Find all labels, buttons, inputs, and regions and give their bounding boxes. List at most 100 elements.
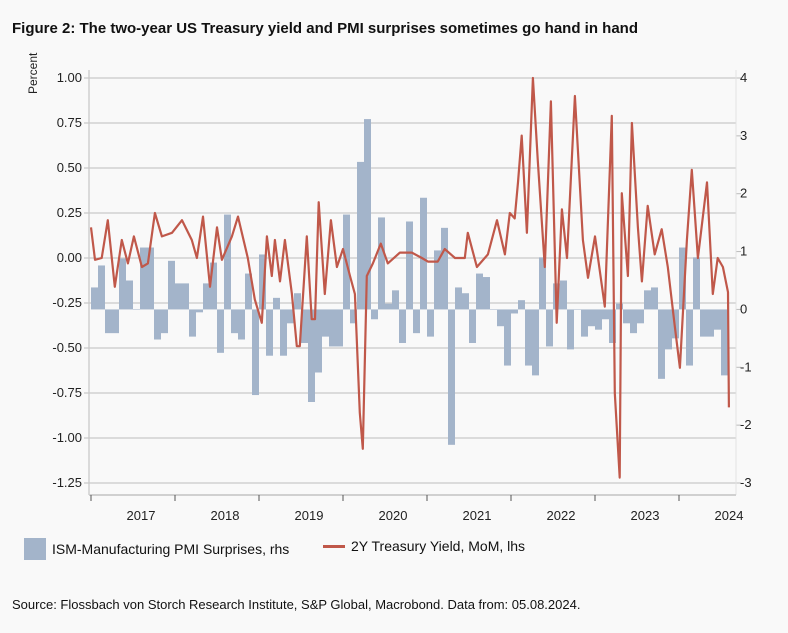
pmi-bar xyxy=(630,309,637,334)
pmi-bar xyxy=(455,287,462,310)
pmi-bar xyxy=(287,309,294,324)
legend-label-yield: 2Y Treasury Yield, MoM, lhs xyxy=(351,538,526,554)
pmi-bar xyxy=(322,309,329,337)
left-tick-label: 0.25 xyxy=(57,205,82,220)
right-tick-label: 4 xyxy=(740,70,747,85)
pmi-bar xyxy=(112,309,119,334)
pmi-bar xyxy=(203,283,210,310)
pmi-bar xyxy=(364,119,371,310)
pmi-bar xyxy=(707,309,714,337)
pmi-bar xyxy=(539,257,546,310)
pmi-bar xyxy=(574,309,581,310)
pmi-bar xyxy=(721,309,728,376)
left-tick-label: -0.25 xyxy=(52,295,82,310)
pmi-bar xyxy=(231,309,238,334)
pmi-bar xyxy=(266,309,273,356)
pmi-bar xyxy=(518,300,525,310)
x-tick-label: 2019 xyxy=(295,508,324,523)
pmi-bar xyxy=(525,309,532,366)
pmi-bar xyxy=(308,309,315,402)
legend-swatch-line xyxy=(323,544,345,548)
pmi-bar xyxy=(301,309,308,343)
pmi-bar xyxy=(210,262,217,310)
pmi-bar xyxy=(182,283,189,310)
left-tick-label: 0.75 xyxy=(57,115,82,130)
x-tick-label: 2022 xyxy=(547,508,576,523)
pmi-bar xyxy=(497,309,504,327)
left-tick-label: -1.00 xyxy=(52,430,82,445)
pmi-bar xyxy=(623,309,630,324)
right-tick-label: 1 xyxy=(740,244,747,259)
pmi-bar xyxy=(315,309,322,373)
pmi-bar xyxy=(350,309,357,324)
axes: 1.00 0.75 0.50 0.25 0.00 -0.25 -0.50 -0.75 -1.00… xyxy=(52,70,752,523)
right-tick-label: -1 xyxy=(740,359,752,374)
pmi-bar xyxy=(420,197,427,310)
pmi-bar xyxy=(511,309,518,314)
pmi-bar xyxy=(616,303,623,310)
pmi-bar xyxy=(434,250,441,310)
legend-label-pmi: ISM-Manufacturing PMI Surprises, rhs xyxy=(52,541,290,557)
x-tick-label: 2021 xyxy=(463,508,492,523)
pmi-bar xyxy=(161,309,168,334)
pmi-bar xyxy=(567,309,574,350)
pmi-bar xyxy=(98,265,105,310)
pmi-bar xyxy=(371,309,378,320)
pmi-bar xyxy=(644,290,651,310)
pmi-bar xyxy=(147,247,154,310)
source-note: Source: Flossbach von Storch Research In… xyxy=(12,597,581,612)
pmi-bar xyxy=(378,217,385,310)
pmi-bar xyxy=(392,290,399,310)
pmi-bar xyxy=(560,280,567,310)
pmi-bar xyxy=(168,260,175,310)
legend-swatch-bar xyxy=(24,538,46,560)
pmi-bar xyxy=(336,309,343,347)
pmi-bar xyxy=(532,309,539,376)
pmi-bar xyxy=(140,247,147,310)
right-tick-label: 0 xyxy=(740,301,747,316)
pmi-bar xyxy=(427,309,434,337)
pmi-bar xyxy=(469,309,476,343)
pmi-bar xyxy=(714,309,721,330)
pmi-bar xyxy=(399,309,406,343)
pmi-bar xyxy=(679,247,686,310)
pmi-bar xyxy=(385,303,392,310)
left-tick-label: -0.50 xyxy=(52,340,82,355)
pmi-bar xyxy=(252,309,259,396)
right-tick-label: -2 xyxy=(740,417,752,432)
left-tick-label: -0.75 xyxy=(52,385,82,400)
pmi-bar xyxy=(637,309,644,324)
left-tick-label: 0.50 xyxy=(57,160,82,175)
x-tick-label: 2024 xyxy=(715,508,744,523)
x-tick-label: 2020 xyxy=(379,508,408,523)
pmi-bars xyxy=(91,119,728,445)
figure-title: Figure 2: The two-year US Treasury yield… xyxy=(12,20,638,37)
pmi-bar xyxy=(126,280,133,310)
pmi-bar xyxy=(448,309,455,445)
right-tick-label: 3 xyxy=(740,128,747,143)
pmi-bar xyxy=(196,309,203,313)
pmi-bar xyxy=(294,293,301,310)
pmi-bar xyxy=(483,277,490,310)
legend-item-pmi: ISM-Manufacturing PMI Surprises, rhs xyxy=(24,538,289,560)
pmi-bar xyxy=(651,287,658,310)
left-tick-label: 1.00 xyxy=(57,70,82,85)
x-tick-label: 2017 xyxy=(127,508,156,523)
yield-line xyxy=(89,76,730,479)
pmi-bar xyxy=(259,254,266,310)
pmi-bar xyxy=(658,309,665,379)
pmi-bar xyxy=(490,309,497,310)
right-tick-label: -3 xyxy=(740,475,752,490)
y-axis-label: Percent xyxy=(26,52,40,94)
pmi-bar xyxy=(602,309,609,320)
pmi-bar xyxy=(588,309,595,327)
pmi-bar xyxy=(441,227,448,310)
pmi-bar xyxy=(280,309,287,356)
right-tick-label: 2 xyxy=(740,186,747,201)
pmi-bar xyxy=(504,309,511,366)
pmi-bar xyxy=(686,309,693,366)
pmi-bar xyxy=(462,293,469,310)
pmi-bar xyxy=(245,273,252,310)
pmi-bar xyxy=(406,221,413,310)
pmi-bar xyxy=(273,297,280,310)
